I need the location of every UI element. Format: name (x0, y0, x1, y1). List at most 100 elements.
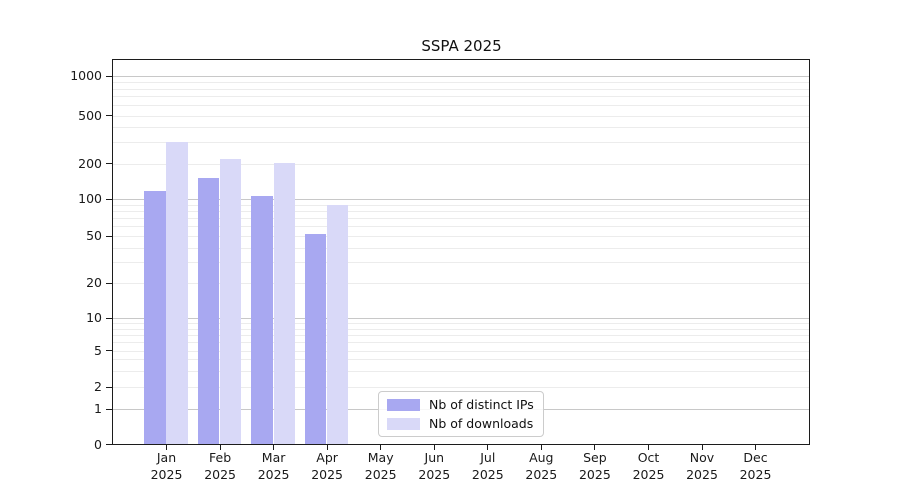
x-tick-label: Jun 2025 (406, 450, 462, 483)
x-axis-tick-mark (326, 445, 328, 450)
gridline-major (113, 199, 809, 200)
bar-distinct-ips (197, 177, 220, 445)
x-tick-month: Dec (743, 450, 768, 465)
gridline-major (113, 76, 809, 77)
y-axis-tick-mark (106, 350, 112, 351)
legend-item: Nb of distinct IPs (385, 397, 537, 413)
x-tick-month: Jul (480, 450, 496, 465)
gridline-minor (113, 115, 809, 117)
x-tick-year: 2025 (686, 466, 718, 482)
gridline-minor (113, 342, 809, 343)
gridline-minor (113, 322, 809, 324)
gridline-minor (113, 82, 809, 83)
y-axis-tick-mark (106, 235, 112, 237)
bar-distinct-ips (304, 233, 327, 445)
y-tick-label: 1000 (70, 68, 102, 83)
x-tick-year: 2025 (525, 466, 558, 482)
y-tick-label: 10 (86, 310, 102, 325)
chart-title: SSPA 2025 (421, 37, 502, 55)
gridline-minor (113, 387, 809, 388)
gridline-minor (113, 105, 809, 107)
legend-swatch (387, 398, 420, 411)
x-tick-label: Dec 2025 (728, 450, 784, 483)
x-tick-year: 2025 (364, 466, 397, 482)
y-axis-tick-mark (106, 317, 112, 319)
gridline-minor (113, 163, 809, 165)
x-axis-tick-mark (648, 445, 649, 450)
x-tick-label: Sep 2025 (567, 450, 623, 483)
y-tick-label: 0 (94, 436, 102, 452)
y-axis-tick-mark (106, 408, 112, 410)
x-tick-year: 2025 (257, 466, 290, 482)
y-tick-label: 2 (94, 379, 102, 394)
gridline-minor (113, 350, 809, 352)
x-tick-month: Sep (583, 450, 607, 465)
x-tick-label: Oct 2025 (621, 450, 677, 483)
gridline-minor (113, 142, 809, 144)
gridline-minor (113, 283, 809, 285)
gridline-minor (113, 334, 809, 336)
x-tick-year: 2025 (578, 466, 611, 482)
gridline-minor (113, 210, 809, 212)
x-axis-tick-mark (380, 445, 382, 450)
x-axis-tick-mark (755, 445, 756, 450)
x-tick-year: 2025 (471, 466, 504, 482)
gridline-major (113, 318, 809, 319)
bar-distinct-ips (251, 195, 273, 445)
bar-downloads (273, 162, 295, 445)
legend-item: Nb of downloads (385, 416, 537, 432)
x-tick-month: Mar (261, 450, 286, 465)
bar-downloads (166, 142, 188, 445)
y-axis-tick-mark (106, 444, 112, 445)
x-tick-month: Apr (316, 450, 338, 465)
x-tick-label: Nov 2025 (674, 450, 730, 483)
y-axis-tick-mark (106, 386, 112, 388)
legend: Nb of distinct IPs Nb of downloads (378, 391, 544, 437)
x-axis-tick-mark (701, 445, 703, 450)
gridline-minor (113, 359, 809, 361)
y-tick-label: 20 (86, 275, 102, 291)
y-tick-label: 100 (78, 191, 102, 206)
y-tick-label: 200 (78, 155, 102, 171)
gridline-minor (113, 247, 809, 249)
x-tick-month: Jan (156, 450, 177, 465)
x-axis-tick-mark (487, 445, 489, 450)
x-tick-label: Jan 2025 (139, 450, 195, 483)
x-tick-month: Aug (529, 450, 554, 465)
x-tick-label: Jul 2025 (460, 450, 516, 483)
x-axis-tick-mark (540, 445, 542, 450)
x-axis-tick-mark (166, 445, 167, 450)
x-tick-month: Nov (689, 450, 715, 465)
x-tick-label: Feb 2025 (192, 450, 248, 483)
x-tick-label: Mar 2025 (246, 450, 302, 483)
gridline-minor (113, 96, 809, 98)
x-tick-year: 2025 (311, 466, 343, 482)
y-axis-tick-mark (106, 198, 112, 200)
gridline-minor (113, 226, 809, 228)
y-axis-tick-mark (106, 163, 112, 164)
gridline-minor (113, 218, 809, 219)
y-tick-label: 5 (94, 342, 102, 358)
x-axis-tick-mark (273, 445, 275, 450)
bar-downloads (327, 205, 349, 445)
bar-downloads (220, 159, 242, 445)
x-tick-year: 2025 (204, 466, 236, 482)
gridline-minor (113, 370, 809, 372)
x-axis-tick-mark (433, 445, 435, 450)
x-tick-month: Feb (209, 450, 232, 465)
y-tick-label: 500 (78, 107, 102, 123)
gridline-minor (113, 262, 809, 264)
x-tick-month: Oct (637, 450, 660, 465)
x-tick-month: May (367, 450, 394, 465)
gridline-minor (113, 328, 809, 330)
x-tick-label: May 2025 (353, 450, 409, 483)
y-axis-tick-mark (106, 115, 112, 116)
y-axis-tick-mark (106, 75, 112, 77)
bar-distinct-ips (144, 191, 166, 445)
y-axis-tick-mark (106, 282, 112, 284)
gridline-minor (113, 88, 809, 90)
x-axis-tick-mark (594, 445, 596, 450)
x-tick-label: Aug 2025 (513, 450, 569, 483)
